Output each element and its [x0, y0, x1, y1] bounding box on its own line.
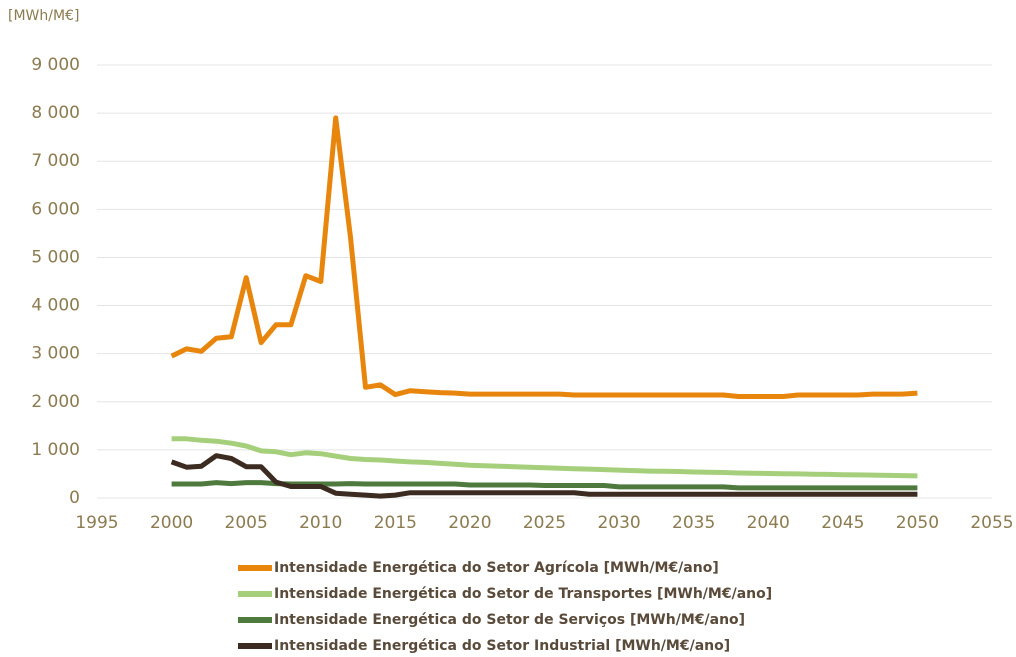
x-tick-label: 2030	[597, 513, 640, 533]
x-tick-label: 2015	[374, 513, 417, 533]
y-tick-label: 7 000	[31, 151, 80, 171]
y-tick-label: 3 000	[31, 344, 80, 364]
y-tick-label: 1 000	[31, 440, 80, 460]
y-tick-label: 0	[69, 488, 80, 508]
legend-label: Intensidade Energética do Setor Industri…	[274, 638, 730, 654]
x-tick-label: 2010	[299, 513, 342, 533]
series-line	[170, 453, 918, 499]
y-tick-label: 8 000	[31, 103, 80, 123]
y-tick-label: 9 000	[31, 55, 80, 75]
x-tick-label: 1995	[75, 513, 118, 533]
y-tick-label: 6 000	[31, 199, 80, 219]
y-tick-label: 4 000	[31, 296, 80, 316]
x-tick-label: 2000	[150, 513, 193, 533]
x-tick-label: 2005	[225, 513, 268, 533]
x-tick-label: 2050	[896, 513, 939, 533]
y-tick-label: 2 000	[31, 392, 80, 412]
legend-label: Intensidade Energética do Setor de Trans…	[274, 586, 772, 602]
legend-label: Intensidade Energética do Setor Agrícola…	[274, 560, 719, 576]
legend-label: Intensidade Energética do Setor de Servi…	[274, 612, 745, 628]
x-tick-label: 2055	[970, 513, 1013, 533]
x-tick-label: 2020	[448, 513, 491, 533]
x-tick-label: 2040	[747, 513, 790, 533]
series-line	[171, 436, 918, 479]
series-line	[170, 115, 918, 399]
x-tick-label: 2035	[672, 513, 715, 533]
y-axis-label: [MWh/M€]	[8, 8, 79, 24]
x-tick-label: 2045	[821, 513, 864, 533]
x-tick-label: 2025	[523, 513, 566, 533]
y-tick-label: 5 000	[31, 247, 80, 267]
